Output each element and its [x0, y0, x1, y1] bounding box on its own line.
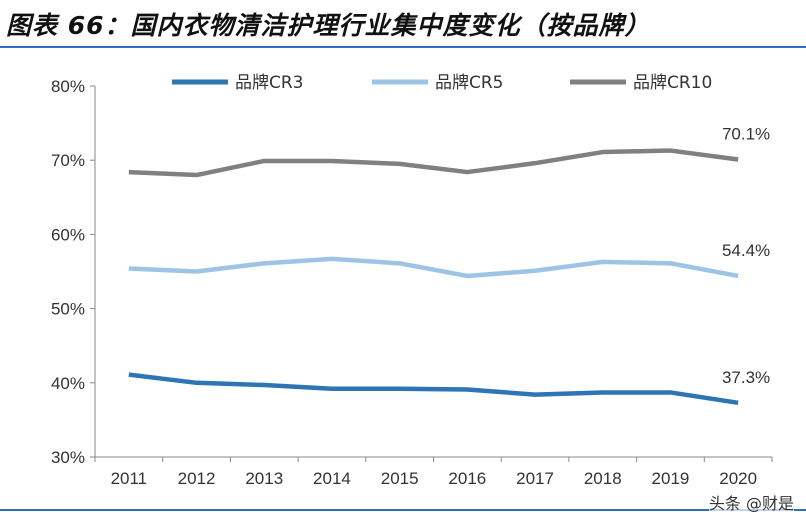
end-data-label: 70.1%	[722, 124, 770, 143]
title-rule	[0, 46, 806, 48]
y-tick-label: 80%	[51, 77, 85, 96]
x-tick-label: 2017	[516, 469, 554, 488]
x-tick-label: 2012	[178, 469, 216, 488]
x-tick-label: 2016	[448, 469, 486, 488]
series-line-品牌CR10	[128, 148, 739, 178]
x-tick-label: 2018	[584, 469, 622, 488]
y-tick-label: 30%	[51, 448, 85, 467]
x-tick-label: 2014	[313, 469, 351, 488]
y-tick-label: 60%	[51, 225, 85, 244]
legend-label: 品牌CR3	[235, 73, 304, 93]
x-tick-label: 2020	[719, 469, 757, 488]
end-data-label: 37.3%	[722, 368, 770, 387]
x-tick-label: 2011	[111, 469, 148, 488]
y-tick-label: 50%	[51, 300, 85, 319]
legend-label: 品牌CR5	[435, 73, 504, 93]
series-line-品牌CR5	[128, 256, 739, 279]
legend-label: 品牌CR10	[633, 73, 712, 93]
watermark: 头条 @财是	[708, 494, 794, 513]
y-tick-label: 40%	[51, 374, 85, 393]
x-tick-label: 2019	[652, 469, 690, 488]
x-tick-label: 2013	[245, 469, 283, 488]
x-tick-label: 2015	[381, 469, 419, 488]
figure-title: 图表 66：国内衣物清洁护理行业集中度变化（按品牌）	[6, 11, 651, 40]
end-data-label: 54.4%	[722, 241, 770, 260]
y-tick-label: 70%	[51, 151, 85, 170]
bottom-rule	[0, 509, 806, 511]
series-line-品牌CR3	[128, 372, 739, 406]
